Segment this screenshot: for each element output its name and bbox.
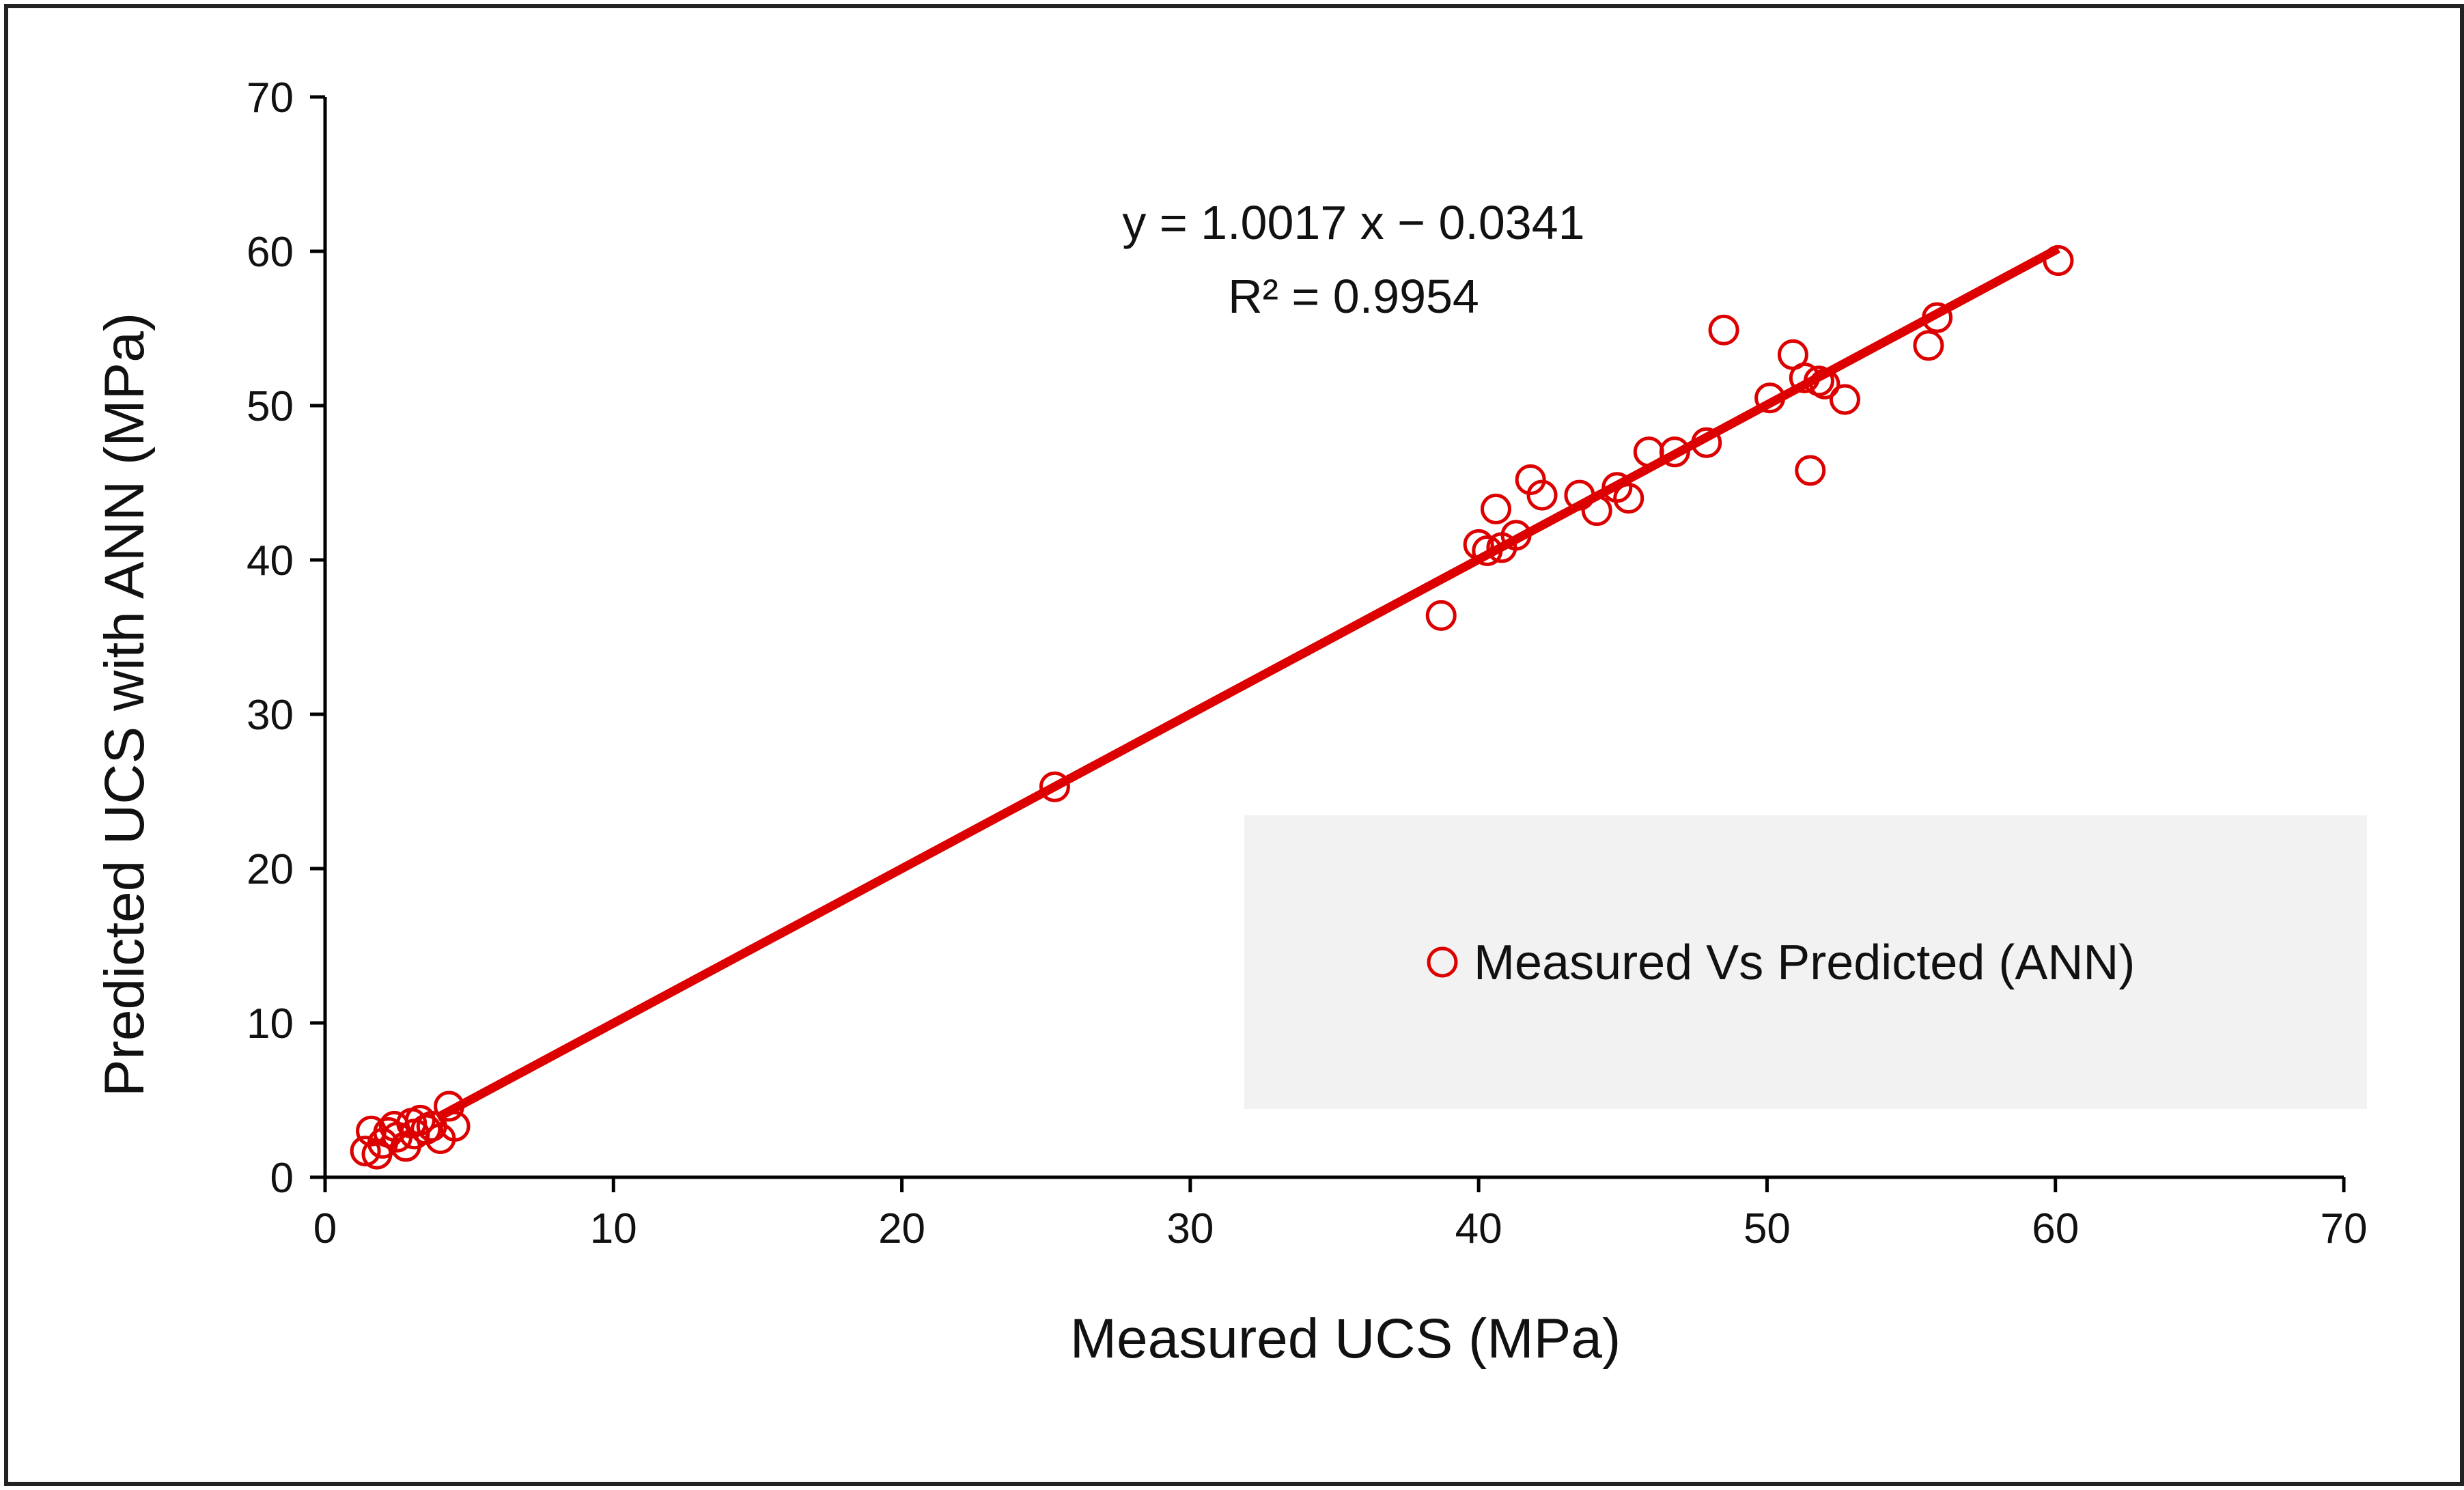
data-point	[1633, 436, 1664, 468]
data-point	[1500, 520, 1532, 551]
y-tick-label: 70	[247, 74, 294, 122]
data-point	[1613, 483, 1644, 514]
y-tick-label: 10	[247, 1000, 294, 1048]
x-axis-title: Measured UCS (MPa)	[1070, 1308, 1621, 1370]
data-point	[1795, 455, 1826, 486]
x-tick-label: 40	[1455, 1205, 1502, 1252]
data-point	[1691, 427, 1722, 458]
legend: Measured Vs Predicted (ANN)	[1244, 815, 2367, 1109]
data-point	[1425, 600, 1457, 631]
x-tick-label: 20	[878, 1205, 925, 1252]
trendline-equation: y = 1.0017 x − 0.0341	[1122, 196, 1584, 249]
data-point	[434, 1091, 465, 1122]
x-tick-label: 50	[1744, 1205, 1791, 1252]
data-point	[1789, 362, 1820, 393]
data-point	[1754, 382, 1786, 414]
data-point	[1601, 472, 1633, 503]
y-tick-label: 20	[247, 846, 294, 893]
data-point	[1913, 330, 1944, 361]
data-point	[1809, 368, 1840, 399]
chart-frame: Measured Vs Predicted (ANN) 0 10 20 30 40 50 6…	[4, 4, 2464, 1486]
data-point	[1480, 493, 1511, 524]
data-point	[1564, 479, 1595, 511]
legend-label: Measured Vs Predicted (ANN)	[1474, 936, 2135, 990]
y-tick-label: 40	[247, 537, 294, 585]
data-points	[350, 245, 2074, 1170]
data-point	[1659, 436, 1690, 468]
y-tick-label: 0	[270, 1155, 294, 1202]
trendline	[435, 244, 2061, 1122]
y-tick-label: 50	[247, 383, 294, 430]
data-point	[1829, 384, 1860, 415]
data-point	[439, 1110, 471, 1142]
x-tick-label: 70	[2321, 1205, 2368, 1252]
trendline-group	[435, 244, 2061, 1122]
y-tick-label: 30	[247, 692, 294, 739]
data-point	[2043, 245, 2074, 277]
data-point	[1515, 464, 1546, 495]
x-tick-label: 0	[313, 1205, 337, 1252]
y-tick-label: 60	[247, 229, 294, 276]
data-point	[1039, 771, 1070, 802]
scatter-chart: Measured Vs Predicted (ANN) 0 10 20 30 40 50 6…	[94, 74, 2367, 1370]
data-point	[1581, 495, 1612, 526]
data-point	[350, 1136, 381, 1167]
x-tick-label: 30	[1166, 1205, 1214, 1252]
r-squared-label: R² = 0.9954	[1228, 270, 1479, 323]
data-point	[1922, 302, 1953, 333]
data-point	[1708, 314, 1739, 346]
y-axis-title: Predicted UCS with ANN (MPa)	[94, 313, 156, 1097]
x-tick-label: 60	[2032, 1205, 2079, 1252]
legend-marker	[1427, 946, 1458, 978]
legend-box	[1244, 815, 2367, 1109]
data-point	[1472, 535, 1503, 566]
axes: 0 10 20 30 40 50 60 70 0 10 20 30 40 50 60 70	[247, 74, 2367, 1252]
data-point	[1526, 479, 1558, 511]
x-tick-label: 10	[590, 1205, 637, 1252]
data-point	[1463, 529, 1494, 560]
